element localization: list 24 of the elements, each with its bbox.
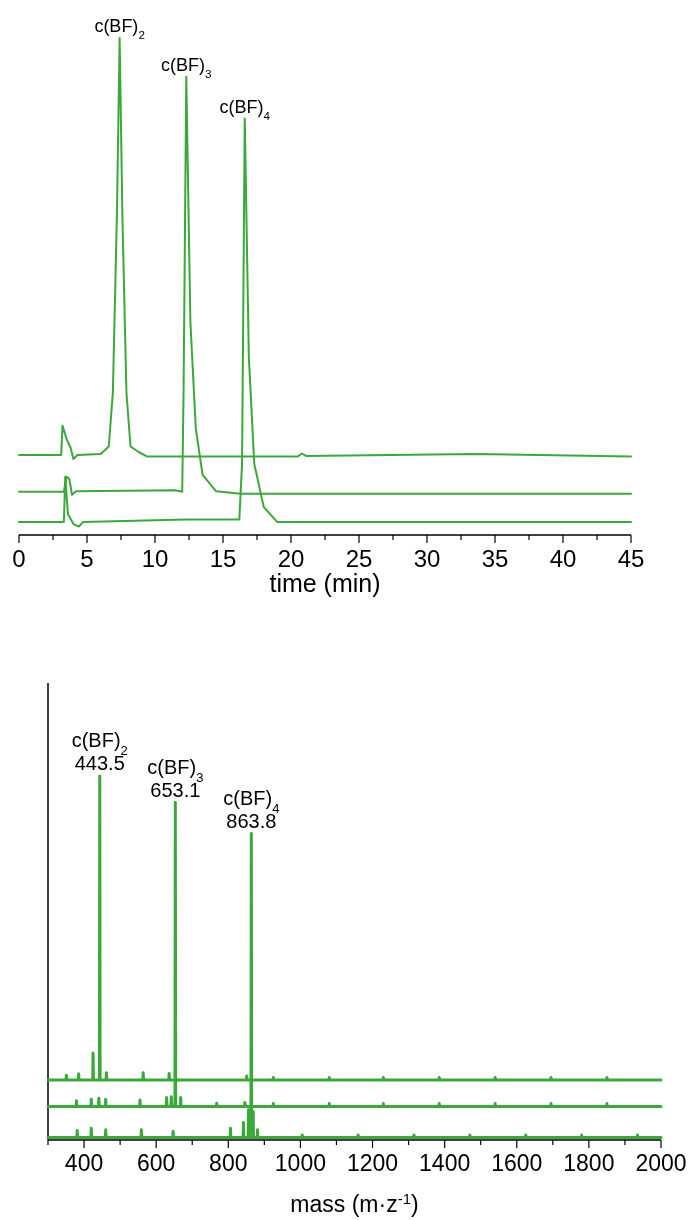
x-axis-title: time (min) — [269, 569, 381, 597]
x-tick-label: 15 — [209, 544, 237, 572]
x-tick-label: 1400 — [419, 1149, 471, 1176]
x-tick-label: 2000 — [635, 1149, 687, 1176]
x-tick-label: 45 — [617, 544, 645, 572]
x-tick-label: 1600 — [491, 1149, 543, 1176]
x-tick-label: 30 — [413, 544, 441, 572]
x-tick-label: 800 — [209, 1149, 248, 1176]
annotation: c(BF)$_{3}$ — [161, 54, 212, 80]
x-tick-label: 20 — [277, 544, 305, 572]
x-tick-label: 1200 — [346, 1149, 399, 1176]
x-tick-label: 600 — [136, 1149, 176, 1176]
x-tick-label: 1000 — [274, 1149, 326, 1176]
x-axis-title: mass (m·z$^{-1}$) — [290, 1189, 419, 1217]
x-tick-label: 10 — [141, 544, 169, 572]
annotation: c(BF)$_{2}$ — [94, 16, 145, 41]
x-tick-label: 5 — [80, 544, 94, 572]
x-tick-label: 400 — [64, 1149, 104, 1176]
x-tick-label: 40 — [549, 544, 577, 572]
x-tick-label: 1800 — [563, 1149, 615, 1176]
annotation: c(BF)$_{4}$ — [219, 96, 271, 122]
x-tick-label: 25 — [345, 544, 373, 572]
x-tick-label: 35 — [481, 544, 509, 572]
x-tick-label: 0 — [12, 544, 26, 572]
